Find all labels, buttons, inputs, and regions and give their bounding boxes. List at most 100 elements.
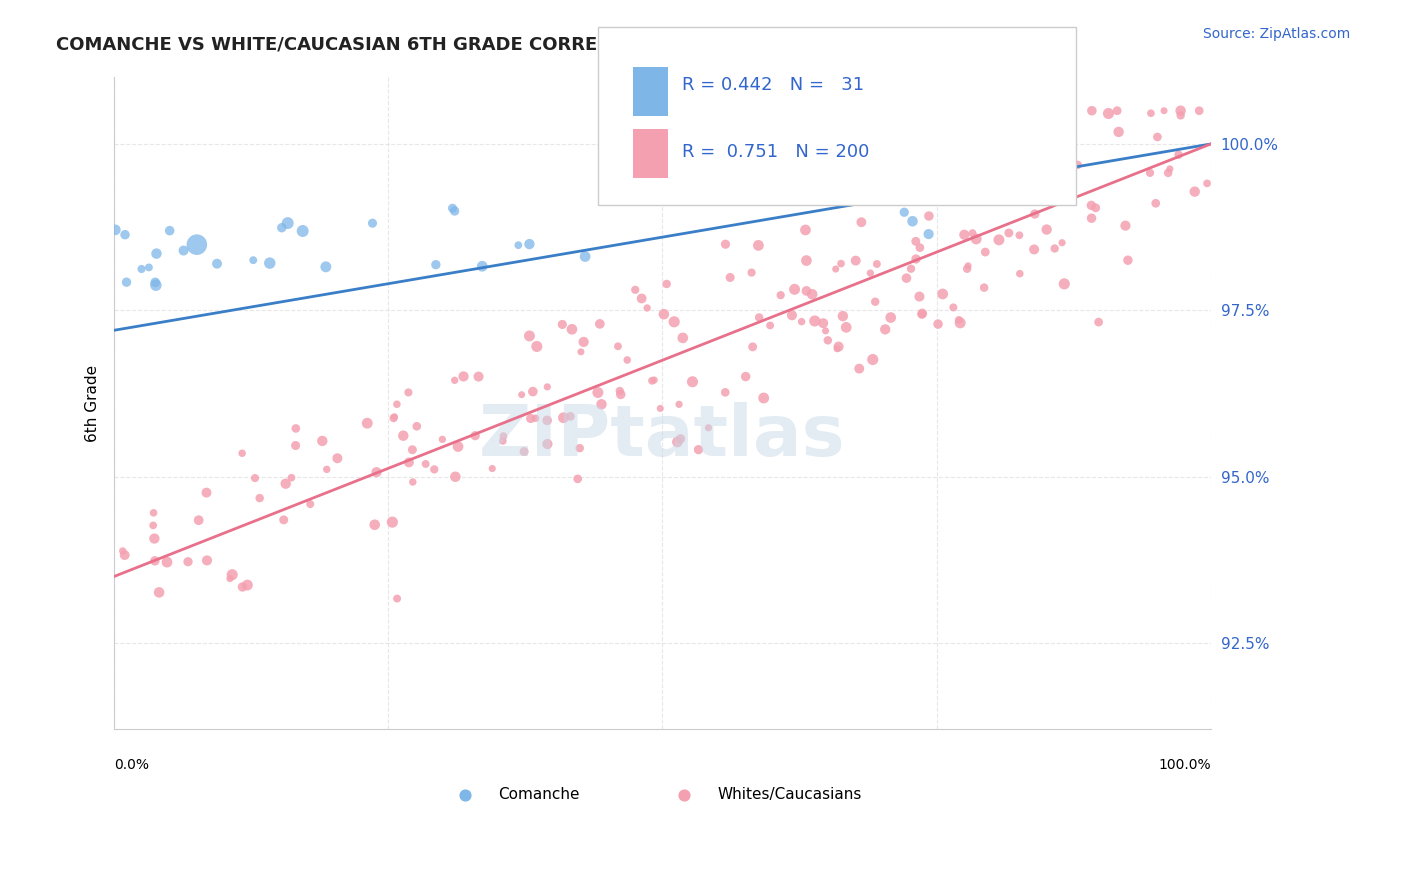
Point — [741, 340, 763, 354]
Point — [946, 179, 969, 194]
Point — [382, 411, 405, 425]
Text: COMANCHE VS WHITE/CAUCASIAN 6TH GRADE CORRELATION CHART: COMANCHE VS WHITE/CAUCASIAN 6TH GRADE CO… — [56, 36, 744, 54]
Point — [607, 339, 630, 353]
Point — [381, 515, 404, 529]
Point — [273, 513, 295, 527]
Point — [987, 233, 1010, 247]
Point — [1197, 177, 1219, 191]
Point — [970, 150, 993, 164]
Point — [1159, 161, 1181, 176]
Point — [845, 253, 868, 268]
Point — [953, 227, 976, 242]
Point — [682, 375, 704, 389]
Point — [866, 257, 889, 271]
Point — [814, 324, 837, 338]
Point — [962, 226, 984, 240]
Point — [825, 342, 848, 356]
Point — [1029, 103, 1052, 118]
Point — [280, 471, 302, 485]
Point — [957, 259, 980, 273]
Point — [115, 275, 138, 289]
Text: Source: ZipAtlas.com: Source: ZipAtlas.com — [1202, 27, 1350, 41]
Point — [392, 428, 415, 442]
Point — [908, 289, 931, 303]
Point — [714, 385, 737, 400]
Point — [942, 301, 965, 315]
Point — [519, 237, 541, 252]
Point — [863, 294, 886, 309]
Point — [911, 307, 934, 321]
Point — [998, 226, 1021, 240]
Point — [574, 250, 596, 264]
Point — [962, 127, 984, 141]
Point — [1043, 242, 1066, 256]
Point — [908, 241, 931, 255]
Point — [904, 235, 927, 249]
Point — [813, 316, 835, 330]
Point — [1029, 103, 1052, 118]
Point — [568, 441, 591, 455]
Point — [177, 555, 200, 569]
Point — [249, 491, 271, 505]
Point — [522, 384, 544, 399]
Point — [875, 322, 897, 336]
Point — [138, 260, 160, 275]
Point — [862, 352, 884, 367]
Point — [467, 369, 489, 384]
Point — [688, 442, 710, 457]
Point — [609, 387, 631, 401]
Point — [432, 433, 454, 447]
Point — [616, 353, 638, 368]
Point — [984, 159, 1007, 173]
Point — [748, 310, 770, 325]
Point — [205, 257, 228, 271]
Point — [636, 301, 658, 315]
Point — [274, 476, 297, 491]
Point — [973, 280, 995, 294]
Point — [1081, 103, 1104, 118]
Point — [817, 334, 839, 348]
Point — [783, 282, 806, 296]
Point — [880, 310, 903, 325]
Point — [911, 306, 934, 320]
Point — [790, 315, 813, 329]
Point — [364, 517, 387, 532]
Point — [1153, 103, 1175, 118]
Point — [291, 224, 314, 238]
Point — [1188, 103, 1211, 118]
Point — [849, 192, 872, 206]
Point — [697, 421, 720, 435]
Point — [145, 246, 167, 260]
Point — [734, 369, 756, 384]
Point — [131, 262, 153, 277]
Point — [277, 216, 299, 230]
Point — [794, 223, 817, 237]
Point — [1140, 106, 1163, 120]
Point — [219, 572, 242, 586]
Point — [156, 555, 179, 569]
Point — [236, 578, 259, 592]
Point — [143, 276, 166, 290]
Point — [536, 380, 558, 394]
Point — [900, 261, 922, 276]
Point — [481, 461, 503, 475]
Point — [801, 287, 824, 301]
Point — [591, 397, 613, 411]
Point — [143, 554, 166, 568]
Point — [918, 209, 941, 223]
Point — [492, 434, 515, 448]
Point — [848, 361, 870, 376]
Point — [441, 201, 464, 215]
Point — [356, 416, 378, 430]
Point — [1170, 103, 1192, 118]
Point — [567, 472, 589, 486]
Point — [231, 580, 253, 594]
Point — [1114, 219, 1136, 233]
Point — [536, 413, 558, 427]
Point — [231, 446, 253, 460]
Point — [1087, 315, 1109, 329]
Point — [927, 317, 949, 331]
Point — [1107, 103, 1129, 118]
Point — [242, 253, 264, 268]
Point — [1008, 228, 1031, 243]
